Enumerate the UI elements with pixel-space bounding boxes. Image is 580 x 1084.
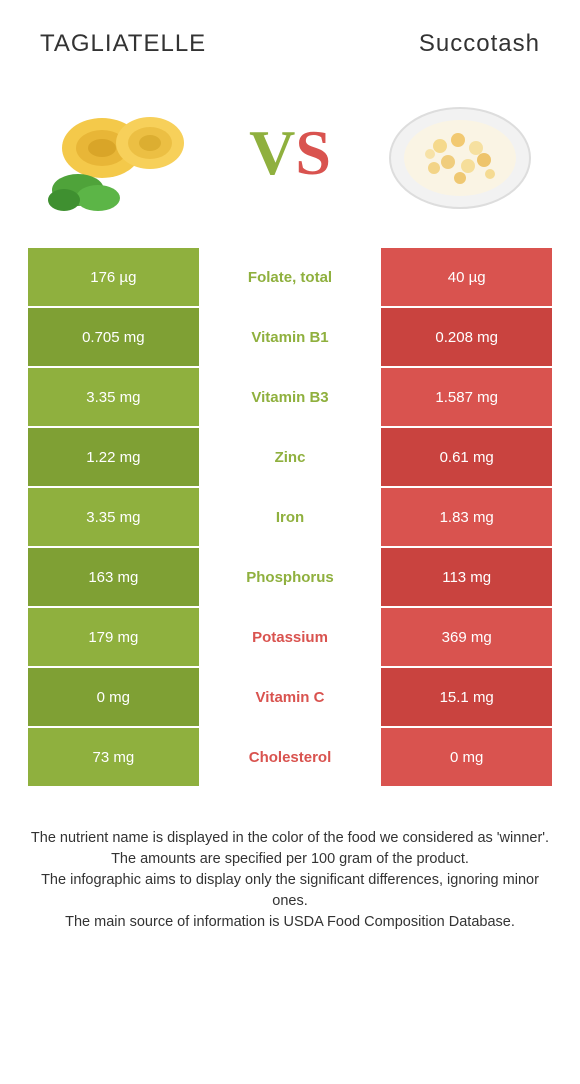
footer-line: The nutrient name is displayed in the co… xyxy=(24,828,556,849)
vs-label: VS xyxy=(249,116,331,190)
footer-line: The infographic aims to display only the… xyxy=(24,870,556,912)
left-value: 3.35 mg xyxy=(28,368,199,426)
nutrient-label: Cholesterol xyxy=(199,728,382,786)
table-row: 0.705 mgVitamin B10.208 mg xyxy=(28,308,552,366)
left-value: 0.705 mg xyxy=(28,308,199,366)
right-value: 1.587 mg xyxy=(381,368,552,426)
vs-s: S xyxy=(295,117,331,188)
table-row: 176 µgFolate, total40 µg xyxy=(28,248,552,306)
nutrient-label: Vitamin C xyxy=(199,668,382,726)
left-value: 176 µg xyxy=(28,248,199,306)
nutrient-label: Phosphorus xyxy=(199,548,382,606)
right-value: 40 µg xyxy=(381,248,552,306)
left-food-title: TAGLIATELLE xyxy=(40,30,206,58)
left-food-image xyxy=(40,88,200,218)
left-value: 179 mg xyxy=(28,608,199,666)
nutrient-label: Zinc xyxy=(199,428,382,486)
left-value: 73 mg xyxy=(28,728,199,786)
footer-notes: The nutrient name is displayed in the co… xyxy=(0,788,580,953)
nutrient-label: Vitamin B3 xyxy=(199,368,382,426)
nutrient-label: Potassium xyxy=(199,608,382,666)
right-value: 15.1 mg xyxy=(381,668,552,726)
vs-v: V xyxy=(249,117,295,188)
right-food-image xyxy=(380,88,540,218)
nutrient-label: Folate, total xyxy=(199,248,382,306)
table-row: 1.22 mgZinc0.61 mg xyxy=(28,428,552,486)
right-value: 0.208 mg xyxy=(381,308,552,366)
left-value: 0 mg xyxy=(28,668,199,726)
table-row: 179 mgPotassium369 mg xyxy=(28,608,552,666)
nutrient-table: 176 µgFolate, total40 µg0.705 mgVitamin … xyxy=(0,248,580,788)
table-row: 163 mgPhosphorus113 mg xyxy=(28,548,552,606)
left-value: 163 mg xyxy=(28,548,199,606)
footer-line: The main source of information is USDA F… xyxy=(24,912,556,933)
footer-line: The amounts are specified per 100 gram o… xyxy=(24,849,556,870)
right-value: 1.83 mg xyxy=(381,488,552,546)
vs-row: VS xyxy=(0,68,580,248)
table-row: 3.35 mgIron1.83 mg xyxy=(28,488,552,546)
infographic: TAGLIATELLE Succotash VS xyxy=(0,0,580,1084)
table-row: 0 mgVitamin C15.1 mg xyxy=(28,668,552,726)
table-row: 3.35 mgVitamin B31.587 mg xyxy=(28,368,552,426)
table-row: 73 mgCholesterol0 mg xyxy=(28,728,552,786)
header: TAGLIATELLE Succotash xyxy=(0,0,580,68)
right-food-title: Succotash xyxy=(419,30,540,58)
right-value: 0 mg xyxy=(381,728,552,786)
left-value: 3.35 mg xyxy=(28,488,199,546)
right-value: 113 mg xyxy=(381,548,552,606)
nutrient-label: Vitamin B1 xyxy=(199,308,382,366)
left-value: 1.22 mg xyxy=(28,428,199,486)
right-value: 369 mg xyxy=(381,608,552,666)
nutrient-label: Iron xyxy=(199,488,382,546)
right-value: 0.61 mg xyxy=(381,428,552,486)
